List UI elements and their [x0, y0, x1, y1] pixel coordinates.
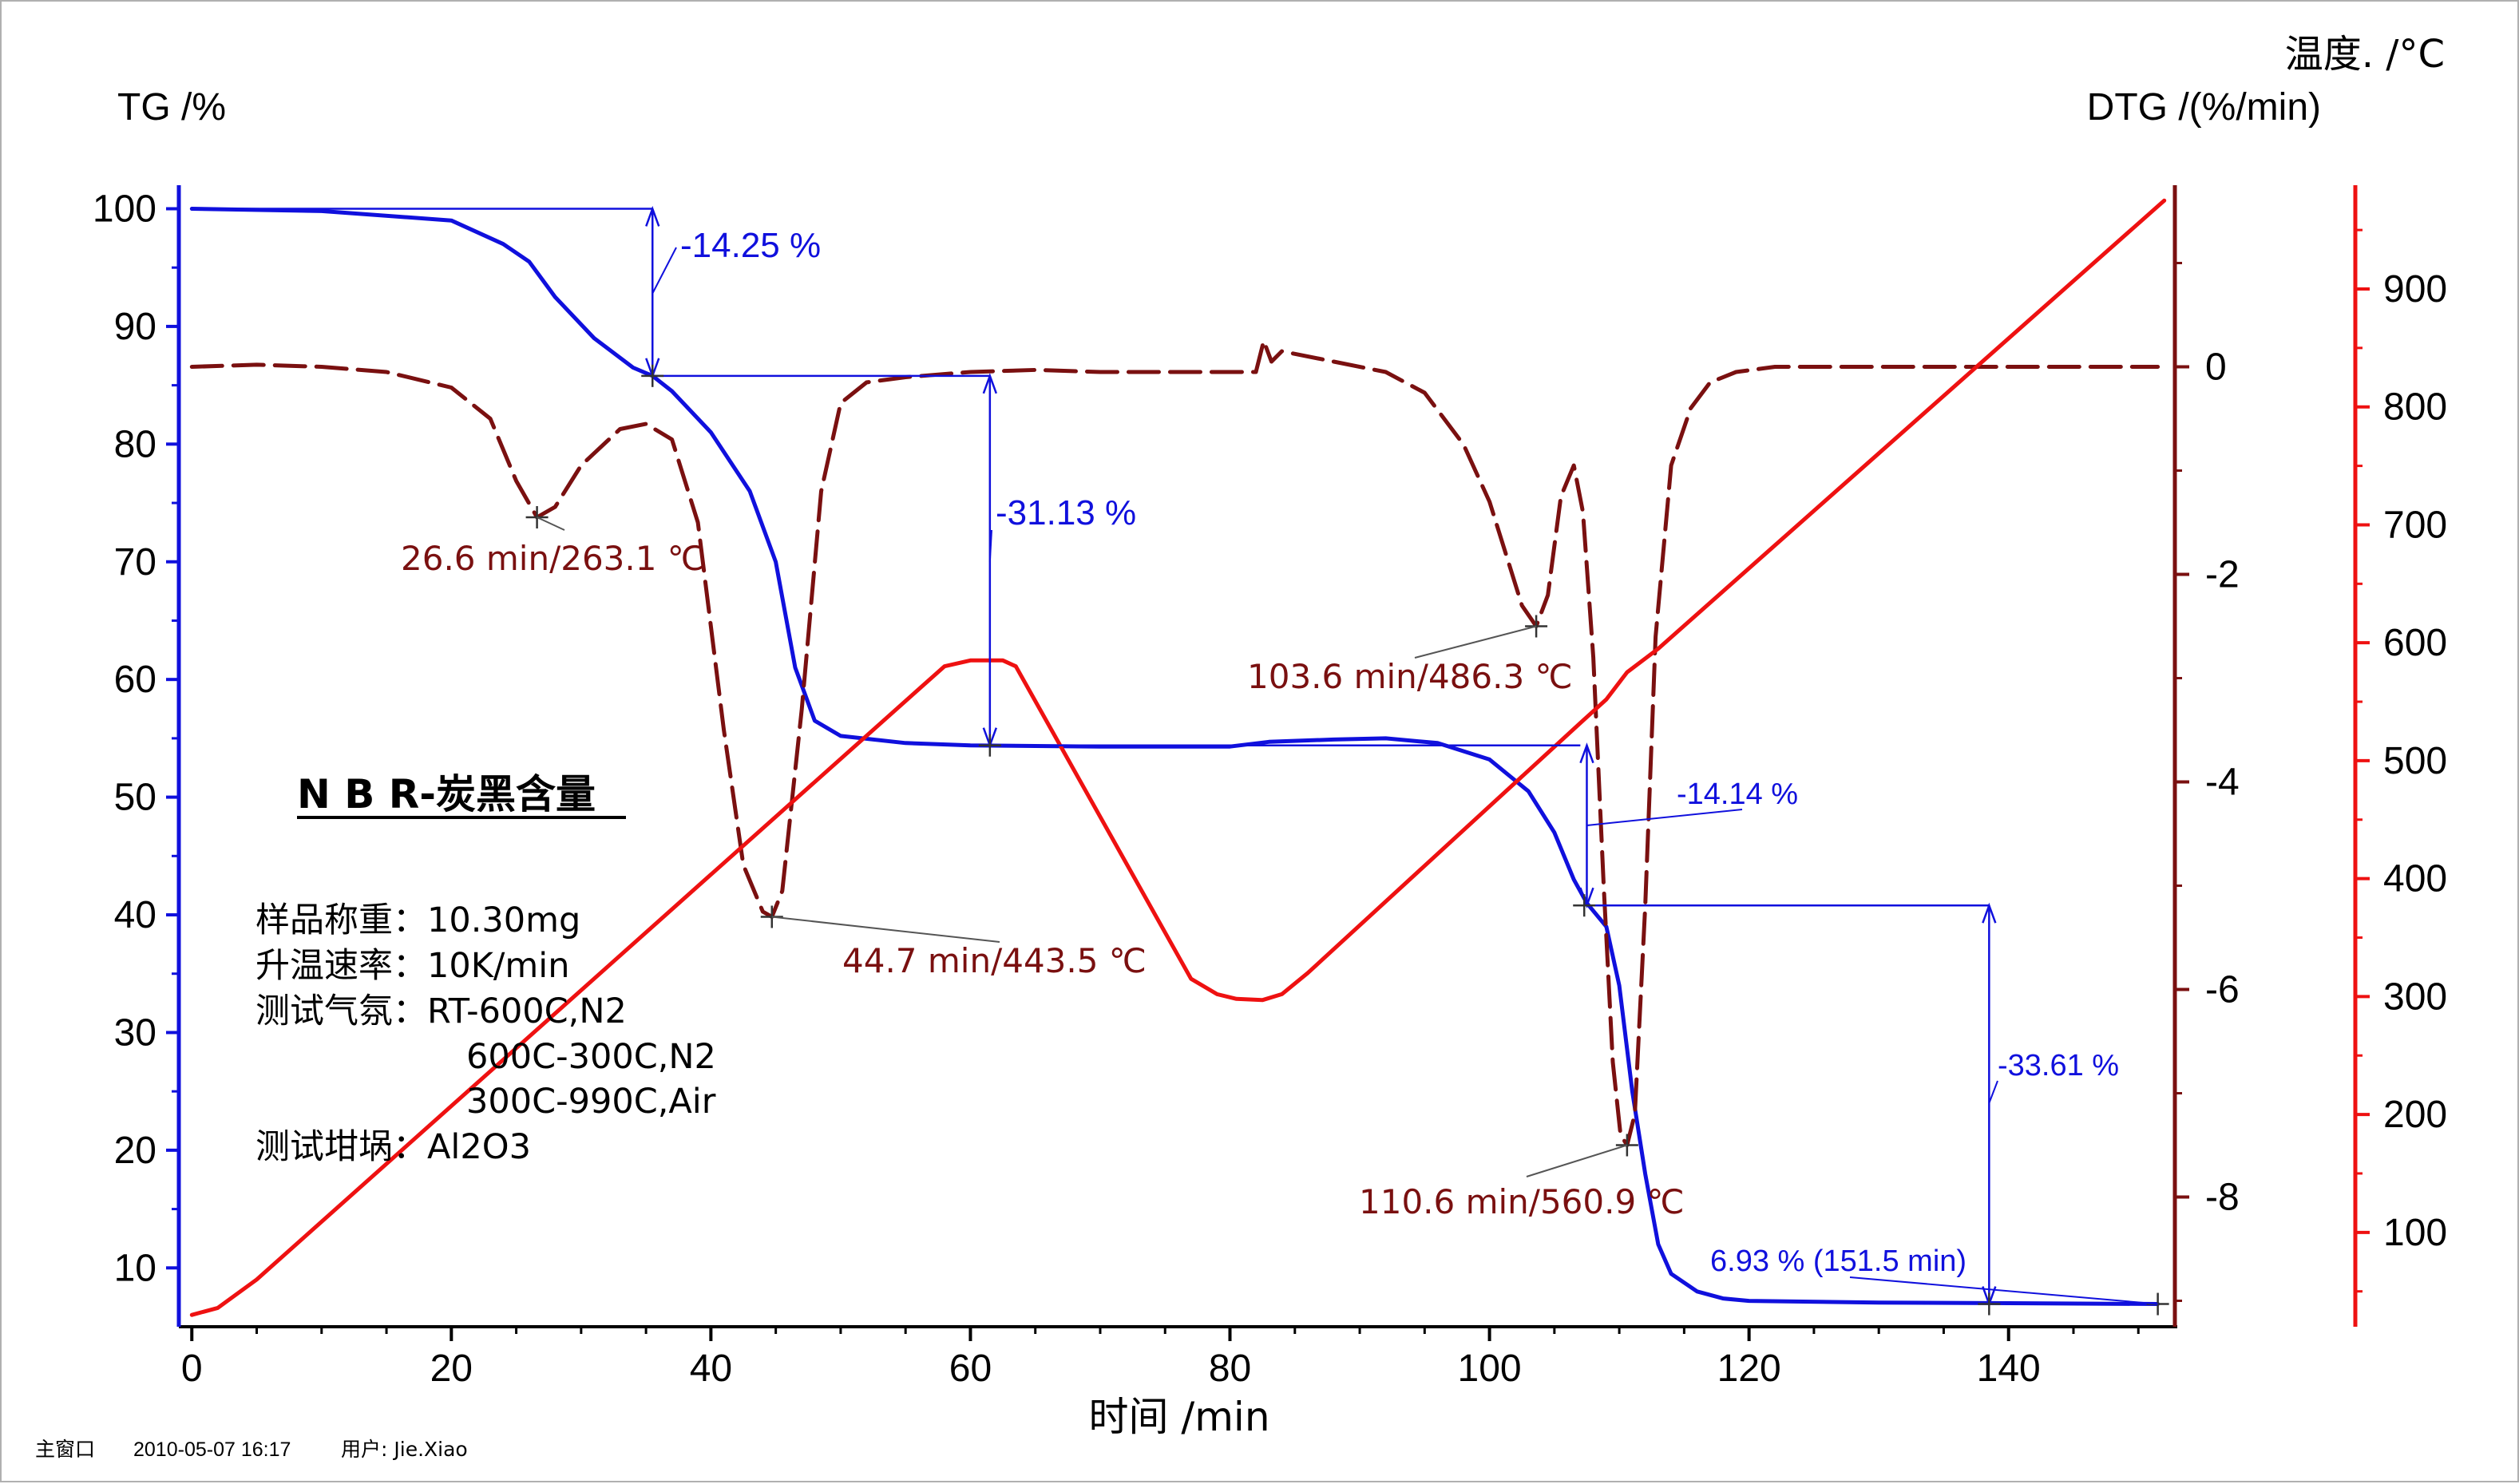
- footer-datetime: 2010-05-07 16:17: [133, 1438, 291, 1461]
- x-tick-label: 80: [1209, 1347, 1251, 1390]
- dtg-tick-label: -6: [2205, 969, 2240, 1011]
- x-tick-label: 100: [1458, 1347, 1522, 1390]
- peak4-label: 110.6 min/560.9 ℃: [1359, 1182, 1685, 1221]
- step4-leader: [1988, 1080, 1998, 1104]
- x-tick-label: 60: [949, 1347, 992, 1390]
- tg-tick-label: 50: [114, 777, 156, 819]
- step1-leader: [652, 247, 677, 295]
- tg-tick-label: 40: [114, 894, 156, 936]
- footer-user: 用户: Jie.Xiao: [341, 1438, 468, 1461]
- info-line-6: 测试坩埚：Al2O3: [255, 1127, 531, 1167]
- dtg-tick-label: -2: [2205, 554, 2240, 596]
- dtg-series-line: [189, 338, 2161, 1147]
- tg-tick-label: 80: [114, 423, 156, 465]
- tg-tick-label: 70: [114, 541, 156, 584]
- x-tick-label: 0: [181, 1347, 203, 1390]
- temp-axis-label: 温度. /°C: [2285, 32, 2445, 77]
- step4-arrow-head-top: [1982, 902, 1997, 924]
- temp-tick-label: 900: [2383, 268, 2447, 311]
- info-line-3: 测试气氛：RT-600C,N2: [255, 991, 627, 1031]
- dtg-axis-label: DTG /(%/min): [2087, 86, 2321, 129]
- dtg-tick-label: 0: [2205, 346, 2227, 389]
- x-axis-label: 时间 /min: [1088, 1394, 1269, 1440]
- dtg-tick-label: -8: [2205, 1177, 2240, 1219]
- dtg-tick-label: -4: [2205, 762, 2240, 804]
- tg-tick-label: 30: [114, 1011, 156, 1054]
- tg-tick-label: 60: [114, 659, 156, 701]
- x-tick-label: 40: [690, 1347, 732, 1390]
- tg-axis-label: TG /%: [117, 86, 226, 129]
- tg-tick-label: 90: [114, 306, 156, 348]
- step2-arrow-head-top: [982, 373, 998, 394]
- dtg-peak-1-leader: [537, 516, 565, 531]
- temp-tick-label: 600: [2383, 622, 2447, 664]
- step1-label: -14.25 %: [680, 226, 821, 265]
- peak2-label: 44.7 min/443.5 ℃: [842, 941, 1147, 980]
- dtg-peak-2-leader: [771, 916, 1000, 943]
- sample-title: N B R-炭黑含量: [297, 771, 596, 817]
- step3-label: -14.14 %: [1677, 778, 1798, 811]
- x-tick-label: 140: [1977, 1347, 2041, 1390]
- step3-leader: [1586, 809, 1743, 826]
- temp-tick-label: 100: [2383, 1212, 2447, 1254]
- temp-tick-label: 300: [2383, 975, 2447, 1018]
- temp-tick-label: 200: [2383, 1094, 2447, 1136]
- temp-tick-label: 500: [2383, 740, 2447, 782]
- info-line-5: 300C-990C,Air: [466, 1082, 716, 1122]
- temp-tick-label: 700: [2383, 504, 2447, 546]
- peak1-label: 26.6 min/263.1 ℃: [401, 539, 705, 578]
- tg-series-line: [189, 207, 2161, 1306]
- step2-label: -31.13 %: [996, 493, 1136, 532]
- step3-arrow-head-top: [1579, 742, 1594, 764]
- step2-leader: [988, 529, 992, 562]
- tg-tick-label: 100: [93, 188, 156, 230]
- temp-tick-label: 800: [2383, 386, 2447, 429]
- temp-tick-label: 400: [2383, 858, 2447, 900]
- tg-tick-label: 20: [114, 1130, 156, 1172]
- x-tick-label: 120: [1717, 1347, 1781, 1390]
- temp-series-line: [189, 198, 2167, 1317]
- x-tick-label: 20: [430, 1347, 473, 1390]
- tg-tick-label: 10: [114, 1247, 156, 1289]
- dtg-peak-3-leader: [1414, 625, 1537, 659]
- footer-window: 主窗口: [35, 1438, 95, 1461]
- step1-arrow-head-top: [645, 205, 660, 227]
- info-line-1: 样品称重：10.30mg: [255, 900, 580, 940]
- info-line-2: 升温速率：10K/min: [255, 946, 570, 986]
- step4-label: -33.61 %: [1998, 1049, 2119, 1082]
- dtg-peak-4-leader: [1526, 1144, 1628, 1177]
- residue-leader: [1849, 1276, 2158, 1305]
- peak3-label: 103.6 min/486.3 ℃: [1247, 657, 1573, 696]
- info-line-4: 600C-300C,N2: [466, 1037, 716, 1077]
- residue-label: 6.93 % (151.5 min): [1710, 1245, 1966, 1278]
